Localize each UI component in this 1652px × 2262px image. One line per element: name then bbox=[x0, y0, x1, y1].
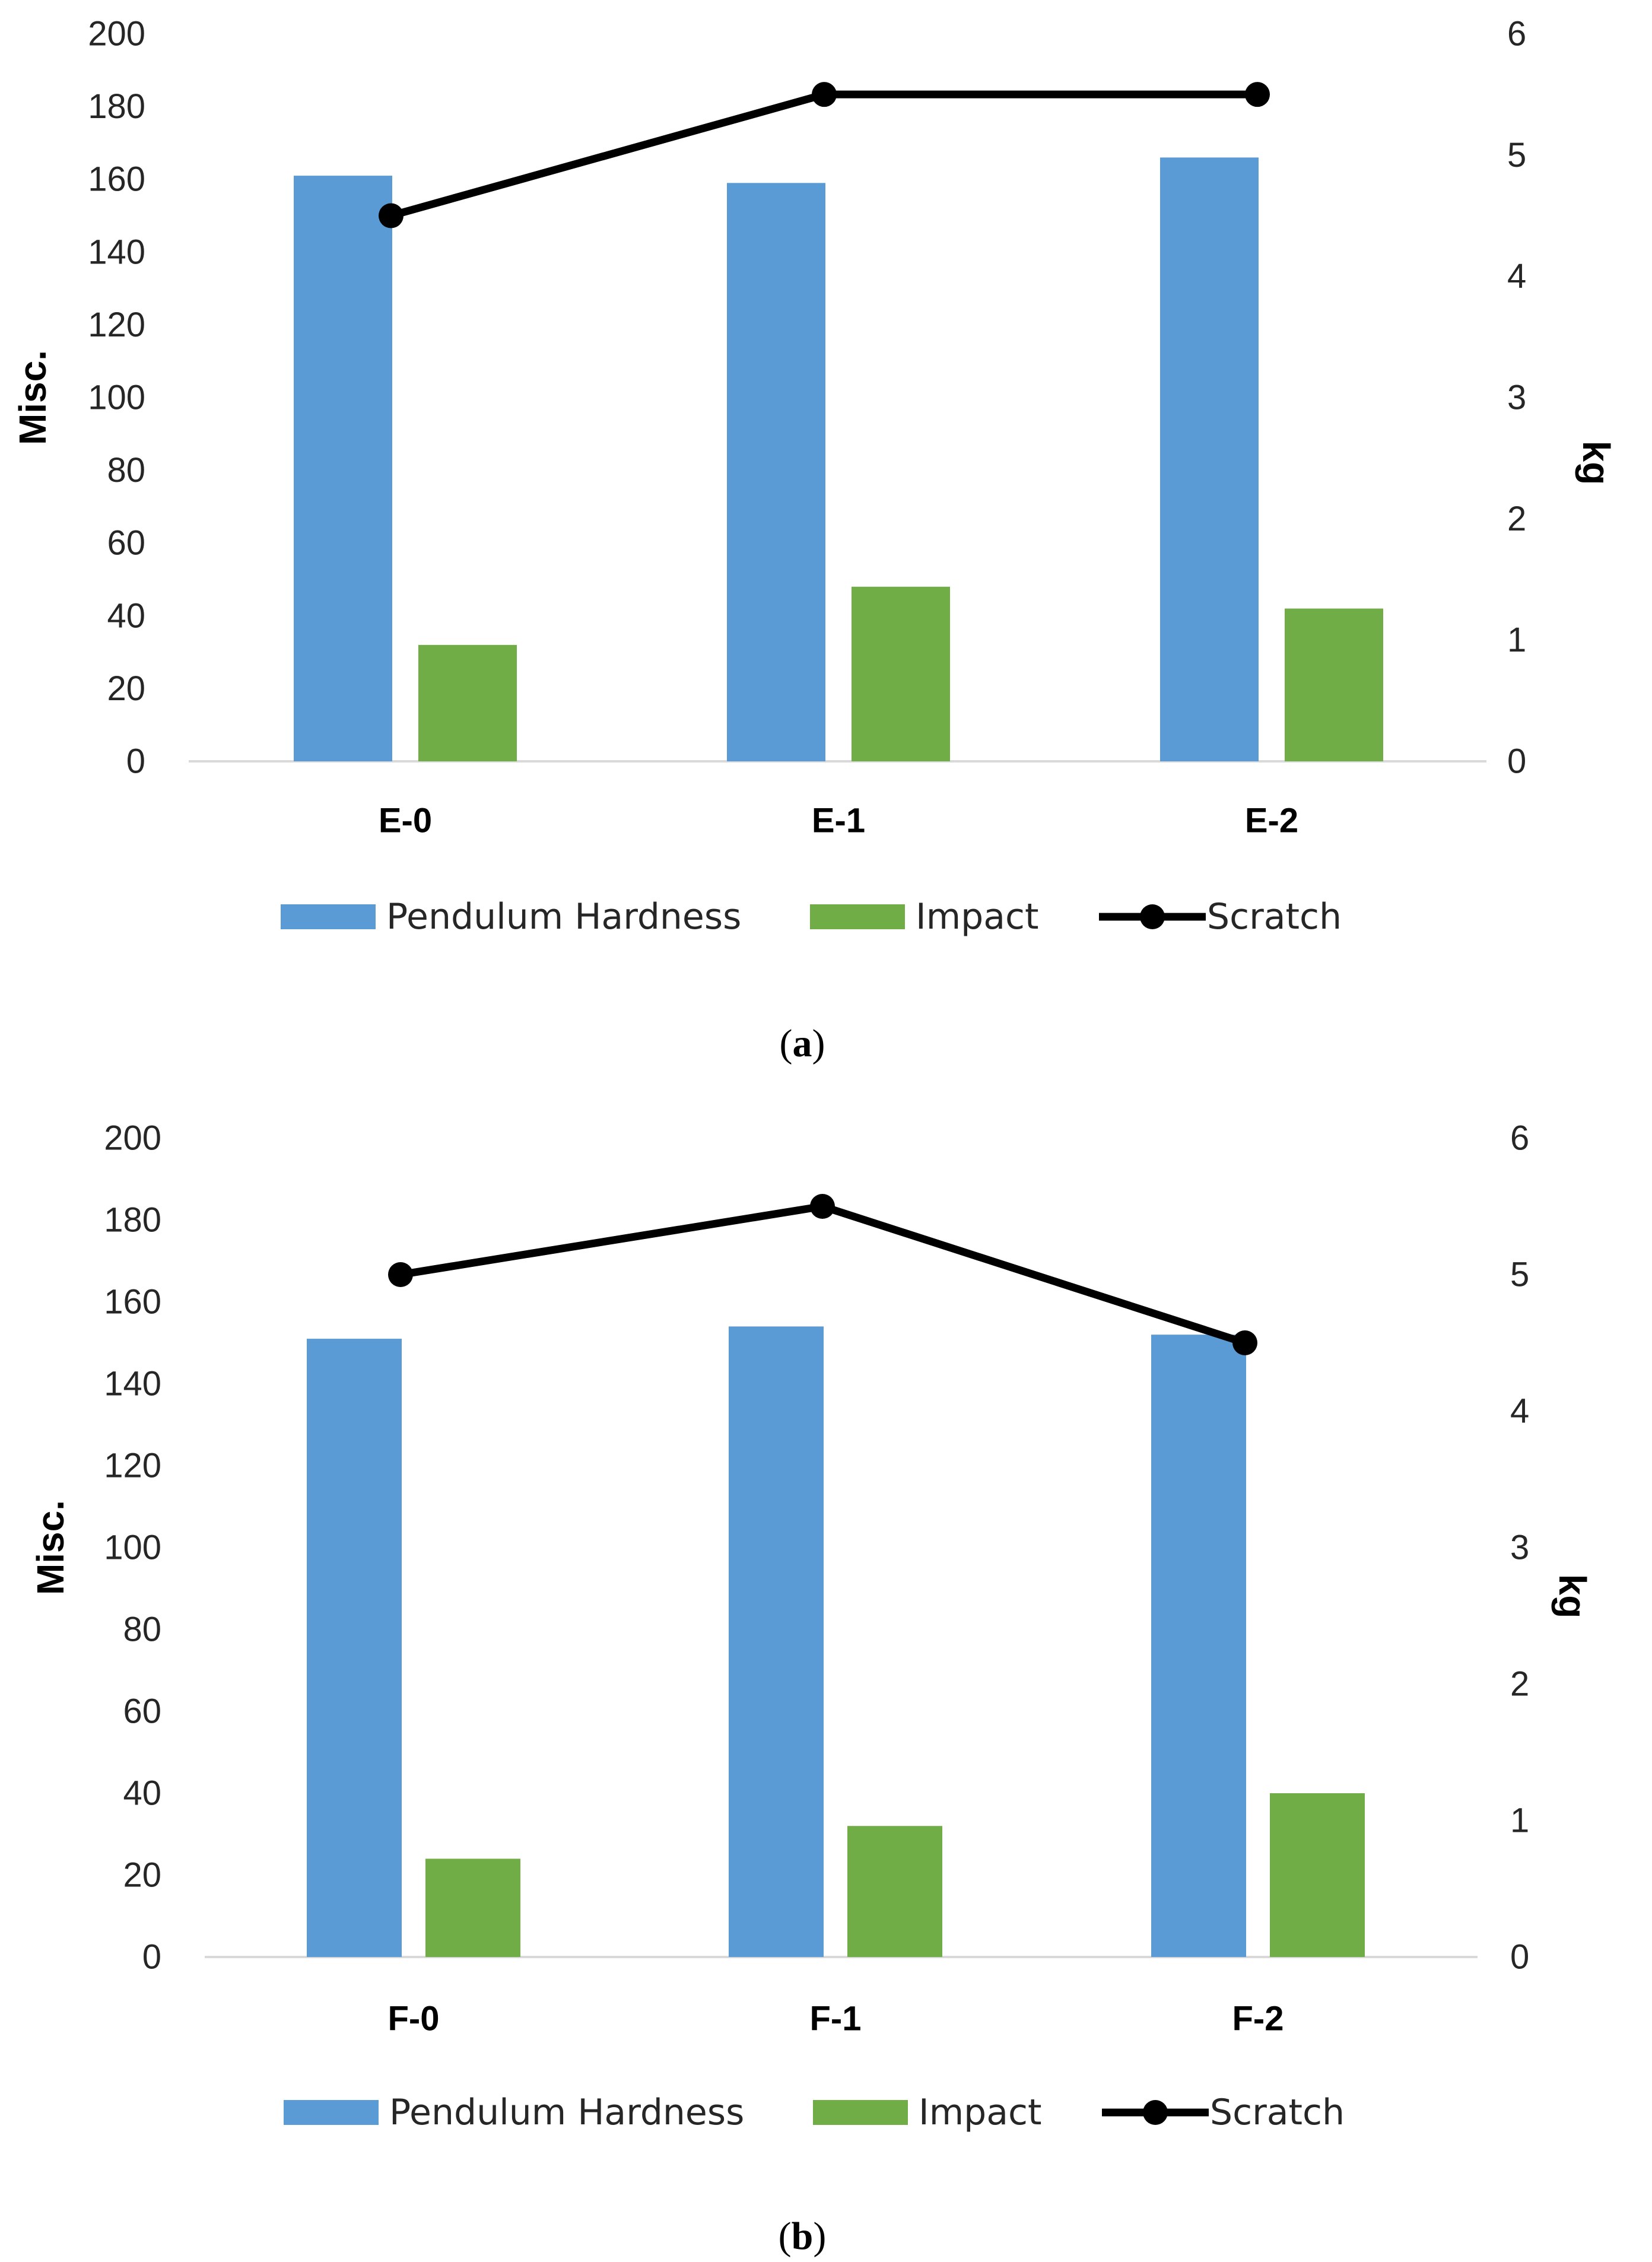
y2-tick-label: 2 bbox=[1507, 500, 1526, 538]
pendulum-hardness-bar bbox=[729, 1326, 824, 1957]
pendulum-hardness-bar bbox=[1151, 1335, 1246, 1957]
legend-label-scratch: Scratch bbox=[1210, 2092, 1345, 2133]
panel-caption: (b) bbox=[779, 2215, 827, 2258]
panel-caption-label: b bbox=[792, 2215, 814, 2258]
y2-tick-label: 6 bbox=[1510, 1119, 1529, 1158]
scratch-point bbox=[379, 203, 404, 228]
impact-bar bbox=[425, 1858, 520, 1957]
legend-label-impact: Impact bbox=[919, 2092, 1042, 2133]
legend-label-scratch: Scratch bbox=[1207, 896, 1342, 938]
y2-tick-label: 3 bbox=[1507, 379, 1526, 417]
y-tick-label: 200 bbox=[104, 1119, 161, 1158]
panel-caption-label: a bbox=[793, 1022, 812, 1065]
pendulum-hardness-bar bbox=[307, 1339, 402, 1957]
x-category-label: F-1 bbox=[810, 2000, 862, 2038]
scratch-line bbox=[399, 1202, 1246, 1347]
x-category-label: E-2 bbox=[1245, 802, 1298, 840]
scratch-point bbox=[1232, 1330, 1257, 1355]
scratch-point bbox=[812, 82, 837, 107]
legend-swatch-scratch-marker bbox=[1140, 904, 1165, 929]
legend-swatch-pendulum-hardness bbox=[281, 904, 376, 929]
y-tick-label: 120 bbox=[88, 306, 145, 344]
y2-tick-label: 6 bbox=[1507, 15, 1526, 53]
y-tick-label: 20 bbox=[123, 1856, 161, 1895]
y-tick-label: 180 bbox=[104, 1201, 161, 1240]
y-tick-label: 100 bbox=[88, 379, 145, 417]
y2-tick-label: 1 bbox=[1507, 621, 1526, 659]
y-axis-title: Misc. bbox=[11, 350, 54, 445]
y-tick-label: 120 bbox=[104, 1447, 161, 1485]
impact-bar bbox=[847, 1826, 942, 1957]
panel-a: 0 20 40 60 80 100 120 140 160 180 200 0 1 2 3 4 5 6 Misc. k… bbox=[11, 15, 1618, 1065]
y2-tick-label: 5 bbox=[1507, 136, 1526, 174]
pendulum-hardness-bar bbox=[294, 176, 392, 761]
y2-tick-label: 2 bbox=[1510, 1665, 1529, 1704]
pendulum-hardness-bar bbox=[727, 183, 825, 762]
legend: Pendulum Hardness Impact Scratch bbox=[284, 2092, 1345, 2133]
y2-tick-label: 0 bbox=[1510, 1938, 1529, 1977]
y2-tick-label: 4 bbox=[1507, 257, 1526, 296]
y2-tick-label: 1 bbox=[1510, 1802, 1529, 1840]
legend-swatch-scratch-marker bbox=[1143, 2100, 1168, 2125]
y2-tick-label: 3 bbox=[1510, 1529, 1529, 1567]
y-tick-label: 180 bbox=[88, 87, 145, 126]
scratch-point bbox=[388, 1262, 413, 1287]
y-tick-label: 80 bbox=[107, 451, 145, 490]
y2-axis-title: kg bbox=[1551, 1574, 1594, 1619]
y-tick-label: 60 bbox=[123, 1692, 161, 1731]
y-tick-label: 0 bbox=[126, 742, 145, 781]
legend-swatch-pendulum-hardness bbox=[284, 2100, 379, 2125]
y2-tick-label: 4 bbox=[1510, 1392, 1529, 1431]
y2-tick-label: 5 bbox=[1510, 1256, 1529, 1294]
y2-axis-title: kg bbox=[1575, 441, 1618, 485]
y-tick-label: 40 bbox=[107, 596, 145, 635]
x-category-label: F-2 bbox=[1232, 2000, 1284, 2038]
impact-bar bbox=[852, 586, 950, 761]
y-tick-label: 160 bbox=[104, 1283, 161, 1321]
x-category-label: F-0 bbox=[388, 2000, 440, 2038]
y-tick-label: 200 bbox=[88, 15, 145, 53]
legend-swatch-impact bbox=[810, 904, 905, 929]
panel-b: 0 20 40 60 80 100 120 140 160 180 200 0 1 2 3 4 5 6 Misc. k… bbox=[29, 1119, 1594, 2258]
y-tick-label: 60 bbox=[107, 524, 145, 563]
y-tick-label: 80 bbox=[123, 1610, 161, 1649]
y-axis-title: Misc. bbox=[29, 1500, 72, 1595]
x-category-label: E-1 bbox=[812, 802, 865, 840]
impact-bar bbox=[1270, 1793, 1365, 1957]
scratch-point bbox=[810, 1194, 835, 1219]
legend-label-impact: Impact bbox=[916, 896, 1039, 938]
y-tick-label: 40 bbox=[123, 1774, 161, 1813]
y-tick-label: 20 bbox=[107, 669, 145, 708]
legend-label-pendulum-hardness: Pendulum Hardness bbox=[386, 896, 741, 938]
panel-caption: (a) bbox=[780, 1022, 825, 1065]
y-tick-label: 140 bbox=[104, 1365, 161, 1403]
impact-bar bbox=[1285, 608, 1383, 761]
legend: Pendulum Hardness Impact Scratch bbox=[281, 896, 1342, 938]
scratch-point bbox=[1245, 82, 1270, 107]
y2-tick-label: 0 bbox=[1507, 742, 1526, 781]
y-tick-label: 140 bbox=[88, 233, 145, 271]
y-tick-label: 100 bbox=[104, 1529, 161, 1567]
y-tick-label: 160 bbox=[88, 160, 145, 199]
legend-label-pendulum-hardness: Pendulum Hardness bbox=[389, 2092, 744, 2133]
y-tick-label: 0 bbox=[142, 1938, 161, 1977]
legend-swatch-impact bbox=[813, 2100, 908, 2125]
impact-bar bbox=[418, 644, 517, 761]
pendulum-hardness-bar bbox=[1160, 157, 1259, 761]
x-category-label: E-0 bbox=[379, 802, 432, 840]
